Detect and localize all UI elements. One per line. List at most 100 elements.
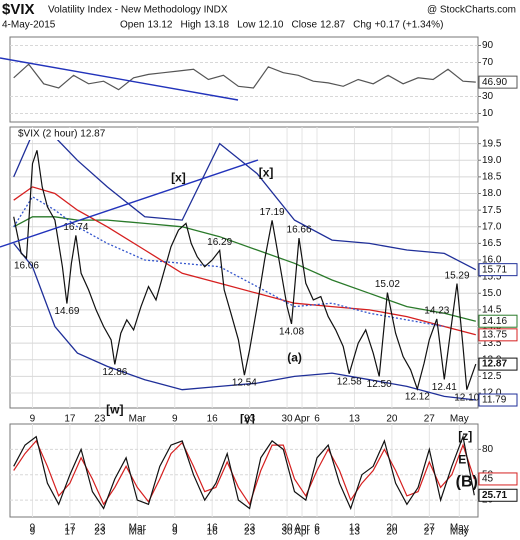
x-tick-label: 13 — [349, 414, 361, 425]
point-label: 14.08 — [279, 327, 304, 338]
x-tick-label: Mar — [129, 527, 147, 538]
point-label: 14.69 — [54, 306, 79, 317]
x-tick-label: 20 — [386, 414, 398, 425]
x-tick-label: 13 — [349, 527, 361, 538]
x-tick-label: 23 — [244, 527, 256, 538]
stat-value: 13.18 — [204, 20, 229, 31]
value-tag: 14.16 — [482, 316, 507, 327]
x-tick-label: 9 — [30, 523, 36, 534]
point-label: 12.54 — [232, 378, 257, 389]
y-tick-label: 18.5 — [482, 172, 502, 183]
x-tick-label: 17 — [64, 527, 76, 538]
point-label: 12.12 — [405, 392, 430, 403]
x-tick-label: 9 — [30, 414, 36, 425]
x-tick-label: 13 — [349, 523, 361, 534]
stat-value: 13.12 — [147, 20, 172, 31]
value-tag: 46.90 — [482, 77, 507, 88]
point-label: 12.86 — [102, 367, 127, 378]
value-tag-box — [478, 263, 518, 277]
stat-label: High — [181, 20, 202, 31]
stat-value: 12.10 — [258, 20, 283, 31]
x-tick-label: 17 — [64, 523, 76, 534]
point-label: 16.66 — [287, 225, 312, 236]
wave-label: [z] — [458, 429, 472, 443]
y-tick-label: 12.5 — [482, 371, 502, 382]
x-tick-label: 6 — [314, 523, 320, 534]
x-tick-label: 16 — [207, 527, 219, 538]
x-tick-label: 20 — [386, 527, 398, 538]
series-line — [13, 150, 477, 392]
point-label: 16.74 — [63, 222, 88, 233]
x-tick-label: 17 — [64, 414, 76, 425]
chart-legend: $VIX (2 hour) 12.87 — [18, 129, 106, 140]
x-tick-label: 27 — [424, 414, 436, 425]
source: @ StockCharts.com — [427, 5, 516, 16]
value-tag: 45 — [482, 474, 494, 485]
value-tag-box — [478, 75, 518, 89]
value-tag-box — [478, 488, 518, 502]
wave-label: (B) — [456, 474, 478, 491]
y-tick-label: 13.5 — [482, 338, 502, 349]
point-label: 14.23 — [424, 306, 449, 317]
x-tick-label: 23 — [244, 523, 256, 534]
stat-value: 12.87 — [320, 20, 345, 31]
y-tick-label: 15.0 — [482, 288, 502, 299]
point-label: 12.50 — [367, 379, 392, 390]
trend-line — [0, 159, 259, 248]
x-tick-label: 6 — [314, 414, 320, 425]
overlay-line — [13, 195, 445, 328]
legend-box — [14, 128, 132, 140]
point-label: 15.02 — [375, 279, 400, 290]
value-tag: 15.71 — [482, 264, 507, 275]
value-tag: 13.75 — [482, 329, 507, 340]
y-tick-label: 14.5 — [482, 305, 502, 316]
y-tick-label: 17.5 — [482, 205, 502, 216]
panel-frame — [9, 36, 479, 123]
x-tick-label: 6 — [314, 527, 320, 538]
overlay-line — [13, 242, 476, 401]
x-tick-label: 27 — [424, 523, 436, 534]
y-tick-label: 10 — [482, 108, 494, 119]
x-tick-label: 9 — [172, 523, 178, 534]
x-tick-label: May — [450, 523, 469, 534]
x-tick-label: May — [450, 527, 469, 538]
point-label: 12.41 — [432, 382, 457, 393]
wave-label: E — [458, 453, 466, 467]
x-tick-label: Apr — [294, 523, 310, 534]
y-tick-label: 17.0 — [482, 221, 502, 232]
point-label: 12.58 — [337, 376, 362, 387]
x-tick-label: 23 — [94, 523, 106, 534]
x-tick-label: Mar — [129, 523, 147, 534]
date: 4-May-2015 — [2, 20, 56, 31]
x-tick-label: 9 — [30, 527, 36, 538]
trend-line — [0, 57, 239, 101]
wave-label: [w] — [106, 402, 123, 416]
value-tag-box — [478, 328, 518, 342]
overlay-line — [13, 216, 476, 322]
overlay-line — [13, 132, 477, 271]
point-label: 16.06 — [14, 261, 39, 272]
point-label: 17.19 — [260, 207, 285, 218]
y-tick-label: 80 — [482, 444, 494, 455]
x-tick-label: 23 — [94, 527, 106, 538]
value-tag-box — [478, 393, 518, 407]
value-tag: 11.79 — [482, 395, 507, 406]
x-tick-label: May — [450, 414, 469, 425]
point-label: 15.29 — [445, 270, 470, 281]
series-line — [13, 439, 475, 506]
x-tick-label: 30 — [281, 527, 293, 538]
instrument-name: Volatility Index - New Methodology INDX — [48, 5, 228, 16]
x-tick-label: 16 — [207, 414, 219, 425]
y-tick-label: 12.0 — [482, 388, 502, 399]
x-tick-label: 16 — [207, 523, 219, 534]
x-tick-label: Apr — [294, 527, 310, 538]
y-tick-label: 70 — [482, 57, 494, 68]
x-tick-label: 27 — [424, 527, 436, 538]
y-tick-label: 16.0 — [482, 255, 502, 266]
symbol: $VIX — [2, 1, 35, 18]
x-tick-label: 9 — [172, 527, 178, 538]
y-tick-label: 16.5 — [482, 238, 502, 249]
stat-label: Close — [292, 20, 318, 31]
value-tag: 25.71 — [482, 490, 507, 501]
